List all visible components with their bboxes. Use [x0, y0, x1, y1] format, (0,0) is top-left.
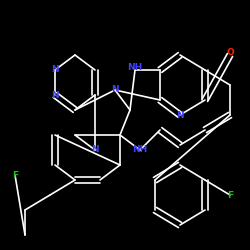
Text: NH: NH	[128, 63, 142, 72]
Text: NH: NH	[132, 146, 148, 154]
Text: N: N	[176, 110, 184, 120]
Text: N: N	[51, 66, 59, 74]
Text: O: O	[226, 48, 234, 57]
Text: N: N	[91, 146, 99, 154]
Text: F: F	[12, 170, 18, 179]
Text: F: F	[227, 190, 233, 200]
Text: N: N	[51, 90, 59, 100]
Text: N: N	[111, 86, 119, 94]
